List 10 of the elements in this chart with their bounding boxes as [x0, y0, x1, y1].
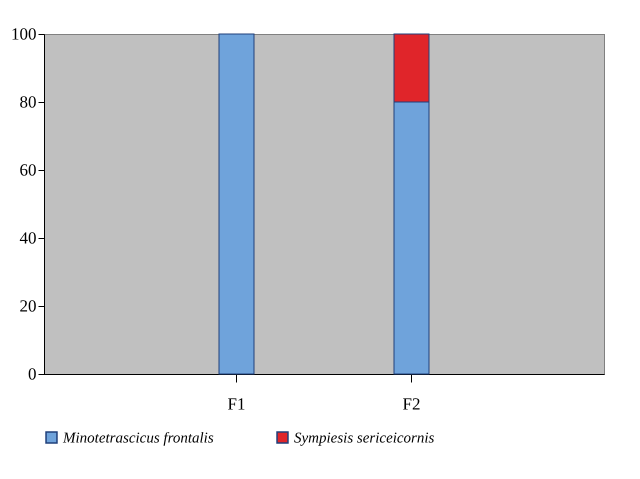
y-tick-label: 40: [20, 228, 36, 248]
y-tick-label: 0: [28, 364, 36, 384]
y-tick-label: 60: [20, 160, 36, 180]
legend-label: Minotetrascicus frontalis: [62, 430, 214, 447]
y-tick-label: 20: [20, 296, 36, 316]
y-tick-label: 80: [20, 92, 36, 112]
legend-label: Sympiesis sericeicornis: [294, 430, 435, 447]
y-tick-label: 100: [11, 24, 36, 44]
x-tick-label: F1: [228, 394, 246, 414]
x-tick-label: F2: [402, 394, 420, 414]
